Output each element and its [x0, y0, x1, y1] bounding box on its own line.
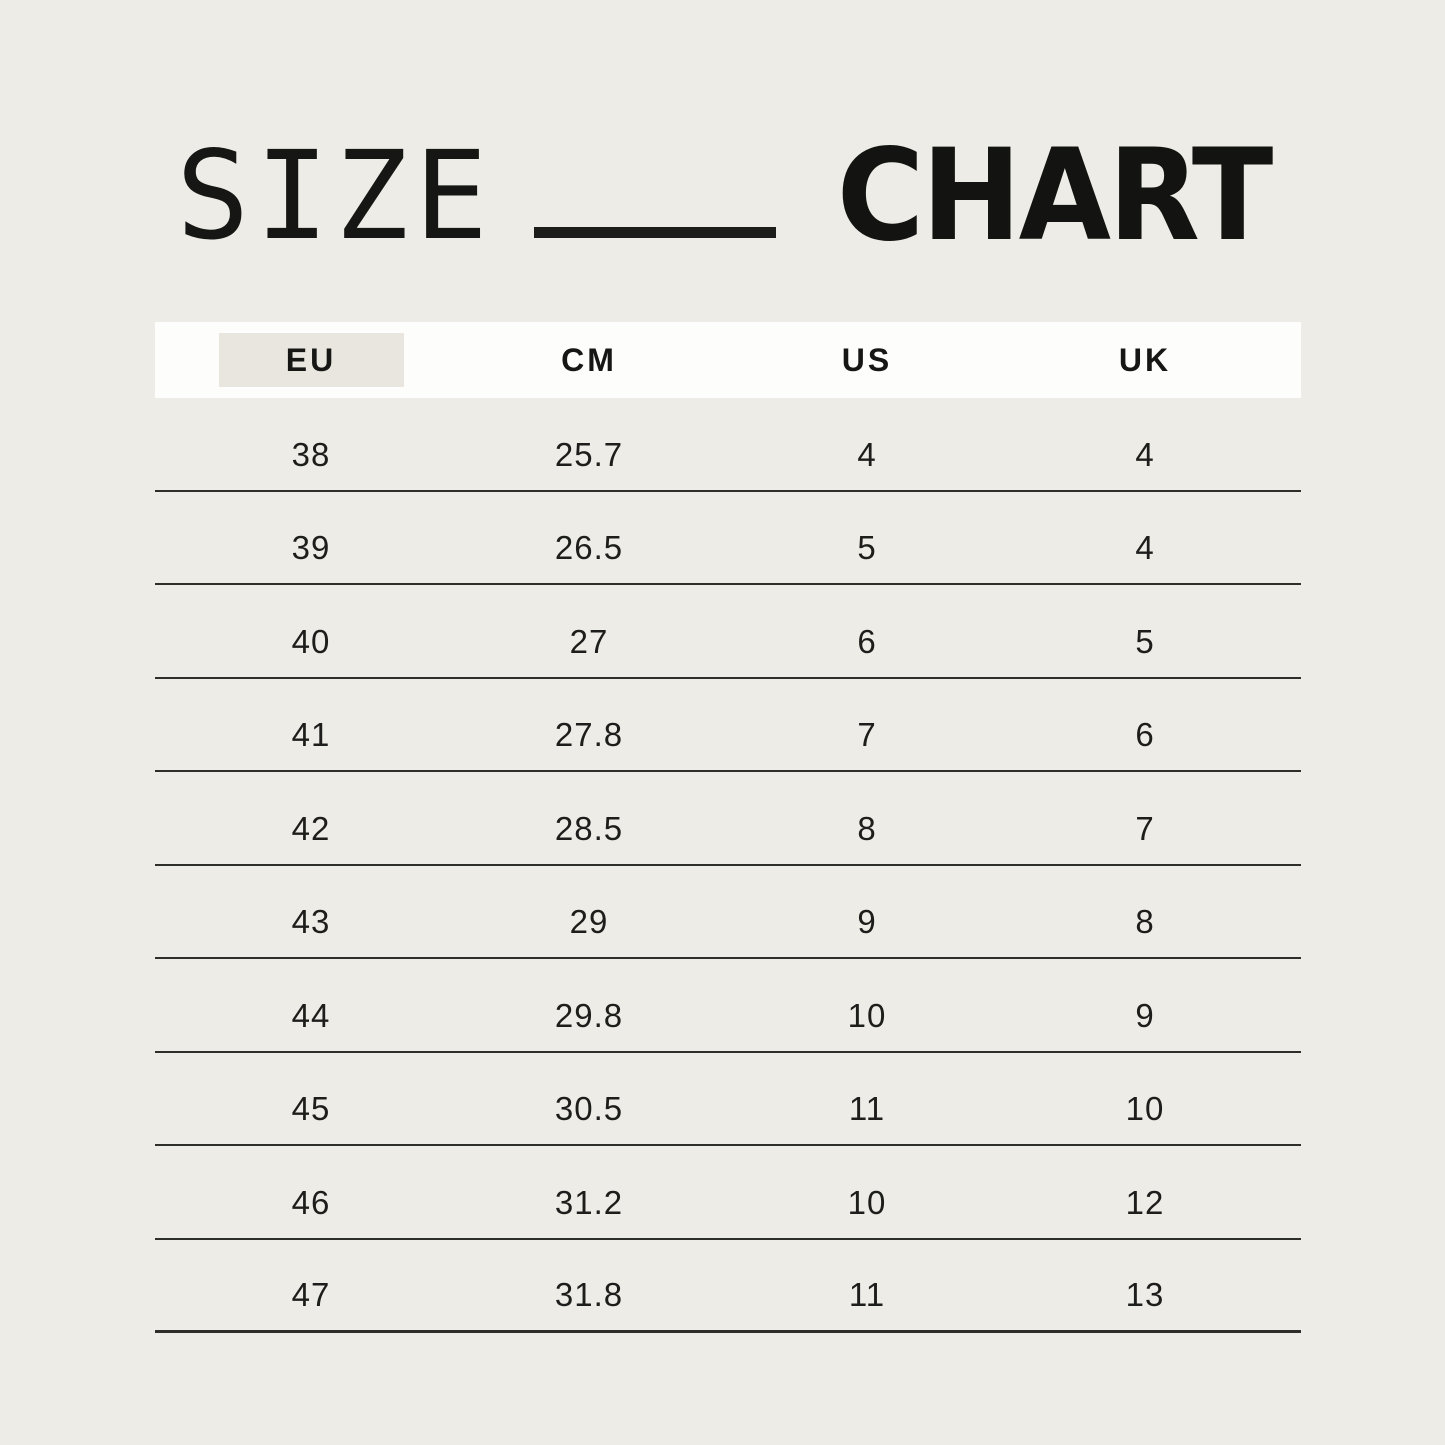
table-cell-cm: 29: [569, 903, 609, 940]
table-cell-eu: 40: [291, 622, 331, 660]
table-row: 47 31.8 11 13: [155, 1240, 1301, 1333]
table-header-row: EU CM US UK: [155, 322, 1301, 398]
table-row: 39 26.5 5 4: [155, 492, 1301, 585]
table-cell-uk: 5: [1135, 622, 1155, 660]
table-cell-eu: 42: [291, 809, 331, 847]
table-cell-eu: 47: [291, 1276, 331, 1313]
table-row: 44 29.8 10 9: [155, 959, 1301, 1053]
table-cell-uk: 12: [1125, 1183, 1165, 1221]
title-word-size: SIZE: [176, 125, 494, 267]
table-cell-cm: 31.2: [554, 1183, 624, 1221]
table-cell-eu: 46: [291, 1183, 331, 1221]
header-label-eu: EU: [285, 341, 337, 378]
table-row: 45 30.5 11 10: [155, 1053, 1301, 1146]
table-row: 46 31.2 10 12: [155, 1146, 1301, 1240]
table-cell-cm: 28.5: [554, 809, 624, 847]
table-row: 43 29 9 8: [155, 866, 1301, 959]
header-label-us: US: [841, 341, 893, 378]
table-cell-uk: 4: [1135, 435, 1155, 473]
table-cell-us: 10: [847, 1183, 887, 1221]
table-cell-cm: 25.7: [554, 435, 624, 473]
table-cell-us: 11: [848, 1090, 886, 1127]
table-cell-cm: 30.5: [554, 1090, 624, 1127]
table-cell-us: 4: [857, 435, 877, 473]
table-cell-cm: 27.8: [554, 716, 624, 753]
table-cell-eu: 45: [291, 1090, 331, 1127]
table-cell-uk: 13: [1125, 1276, 1165, 1313]
table-cell-uk: 7: [1135, 809, 1155, 847]
header-label-uk: UK: [1118, 341, 1172, 378]
size-conversion-table: EU CM US UK 38 25.7 4 4 39 26.5 5 4: [155, 322, 1301, 1333]
table-cell-uk: 4: [1135, 529, 1155, 566]
table-cell-us: 10: [847, 996, 887, 1034]
header-cell-uk: UK: [1006, 342, 1284, 379]
table-cell-uk: 6: [1135, 716, 1155, 753]
table-cell-eu: 43: [291, 903, 331, 940]
table-cell-eu: 39: [291, 529, 331, 566]
header-label-cm: CM: [561, 341, 617, 378]
table-cell-uk: 8: [1135, 903, 1155, 940]
table-cell-uk: 10: [1125, 1090, 1165, 1127]
table-cell-cm: 26.5: [554, 529, 624, 566]
header-cell-eu: EU: [172, 333, 450, 387]
table-cell-eu: 44: [291, 996, 331, 1034]
table-cell-uk: 9: [1135, 996, 1155, 1034]
table-cell-eu: 38: [291, 435, 331, 473]
table-cell-us: 8: [857, 809, 877, 847]
table-row: 40 27 6 5: [155, 585, 1301, 679]
header-cell-cm: CM: [450, 342, 728, 379]
title-divider-line: [534, 227, 776, 238]
header-cell-us: US: [728, 342, 1006, 379]
table-row: 38 25.7 4 4: [155, 398, 1301, 492]
table-cell-us: 9: [857, 903, 877, 940]
table-cell-us: 5: [857, 529, 877, 566]
table-cell-us: 11: [848, 1276, 886, 1313]
table-row: 42 28.5 8 7: [155, 772, 1301, 866]
table-cell-cm: 27: [569, 622, 609, 660]
title-word-chart: CHART: [836, 121, 1273, 269]
table-cell-us: 7: [857, 716, 877, 753]
table-cell-us: 6: [857, 622, 877, 660]
table-cell-cm: 29.8: [554, 996, 624, 1034]
table-row: 41 27.8 7 6: [155, 679, 1301, 772]
table-cell-cm: 31.8: [554, 1276, 624, 1313]
table-cell-eu: 41: [291, 716, 331, 753]
eu-highlight-chip: EU: [218, 333, 404, 387]
